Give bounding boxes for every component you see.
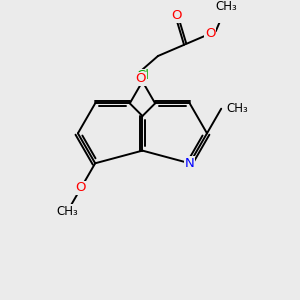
Text: CH₃: CH₃ <box>57 205 78 218</box>
Text: N: N <box>185 157 195 170</box>
Text: CH₃: CH₃ <box>215 0 237 13</box>
Text: O: O <box>136 72 146 85</box>
Text: CH₃: CH₃ <box>226 102 248 115</box>
Text: O: O <box>205 27 215 40</box>
Text: O: O <box>76 182 86 194</box>
Text: O: O <box>171 9 181 22</box>
Text: Cl: Cl <box>137 70 150 83</box>
